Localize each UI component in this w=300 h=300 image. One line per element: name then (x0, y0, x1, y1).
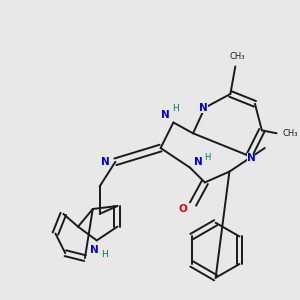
Text: N: N (101, 157, 110, 167)
Text: H: H (172, 104, 179, 113)
Text: CH₃: CH₃ (283, 129, 298, 138)
Text: N: N (247, 153, 255, 163)
Text: O: O (179, 204, 188, 214)
Text: H: H (101, 250, 108, 259)
Text: H: H (205, 153, 211, 162)
Text: CH₃: CH₃ (230, 52, 245, 61)
Text: N: N (200, 103, 208, 113)
Text: N: N (90, 245, 99, 255)
Text: N: N (194, 157, 202, 167)
Text: N: N (161, 110, 170, 120)
